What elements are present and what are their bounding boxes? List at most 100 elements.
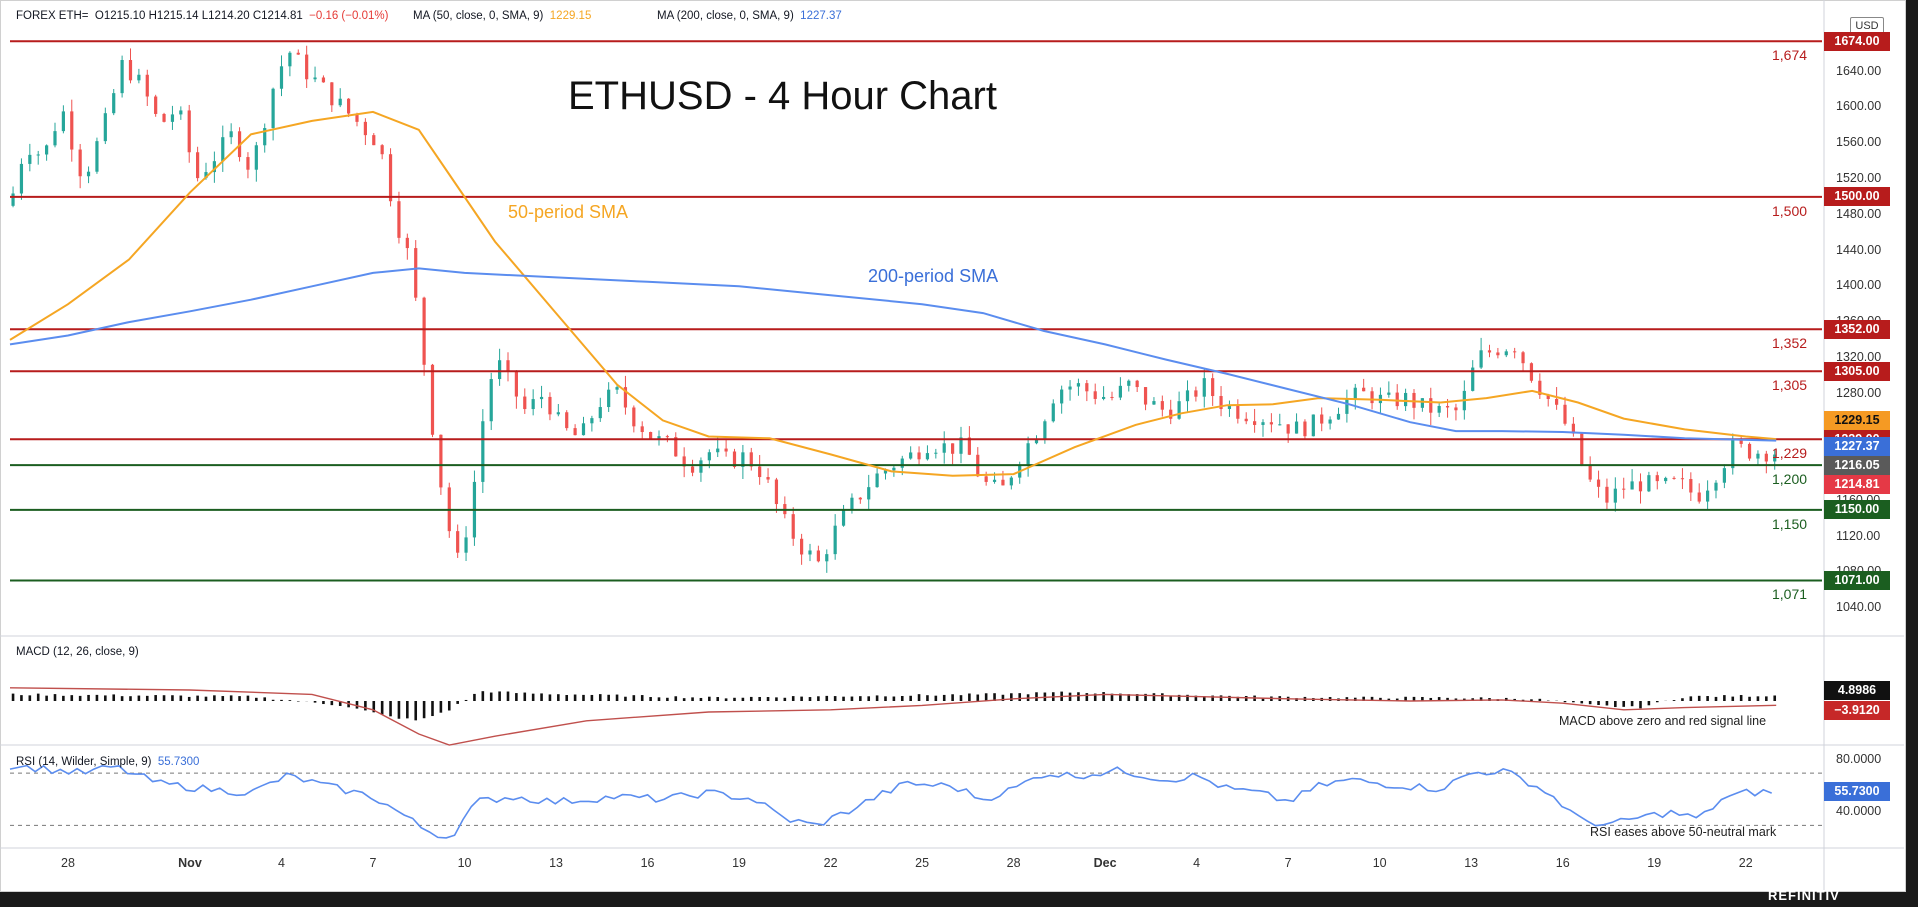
macd-bar [246, 695, 250, 701]
level-tag-1352: 1352.00 [1824, 319, 1890, 339]
price-tag-1229.15: 1229.15 [1824, 410, 1890, 430]
macd-bar [1169, 695, 1173, 701]
level-label-1674: 1,674 [1772, 47, 1808, 64]
macd-bar [758, 696, 761, 701]
candle-body [1320, 414, 1324, 424]
candle-body [1068, 386, 1072, 390]
symbol: FOREX ETH= [16, 10, 89, 22]
macd-bar [1035, 692, 1038, 701]
macd-bar [624, 696, 627, 701]
candle-body [791, 514, 795, 539]
macd-bar [808, 697, 812, 701]
candle-body [506, 360, 510, 371]
candle-body [1731, 440, 1735, 469]
candle-body [766, 477, 770, 480]
macd-bar [1219, 695, 1223, 701]
candle-body [816, 550, 820, 562]
ma200-legend[interactable]: MA (200, close, 0, SMA, 9) 1227.37 [657, 10, 842, 22]
macd-bar [431, 701, 434, 717]
macd-bar [1429, 697, 1433, 701]
candle-body [984, 476, 988, 482]
candle-body [61, 111, 65, 132]
ma50-legend[interactable]: MA (50, close, 0, SMA, 9) 1229.15 [413, 10, 591, 22]
macd-bar [825, 695, 829, 701]
candle-body [1009, 477, 1013, 486]
macd-bar [389, 701, 392, 717]
x-tick-label: 16 [640, 856, 655, 870]
candle-body [1336, 413, 1341, 420]
candle-body [1437, 405, 1441, 413]
candle-body [1706, 490, 1710, 502]
candle-body [162, 113, 166, 122]
macd-bar [1135, 694, 1139, 701]
chart-canvas[interactable] [0, 0, 1904, 890]
ma200-value: 1227.37 [800, 10, 842, 22]
macd-bar [53, 694, 57, 701]
candle-body [456, 531, 460, 553]
rsi-label: RSI (14, Wilder, Simple, 9) [16, 756, 152, 768]
candle-body [414, 248, 418, 298]
candle-body [1202, 378, 1206, 397]
sma50-annotation: 50-period SMA [508, 202, 629, 222]
macd-bar [716, 697, 720, 701]
macd-bar [338, 701, 342, 706]
candle-body [246, 157, 250, 170]
candle-body [196, 152, 200, 179]
candle-body [86, 171, 91, 177]
candle-body [707, 452, 711, 461]
macd-bar [406, 701, 409, 719]
macd-bar [1421, 696, 1424, 701]
macd-header[interactable]: MACD (12, 26, close, 9) [16, 646, 139, 658]
macd-bar [204, 696, 208, 701]
candle-body [1747, 443, 1752, 459]
candle-body [883, 470, 888, 474]
candle-body [1311, 414, 1315, 437]
macd-bar [187, 696, 191, 701]
candle-body [556, 412, 560, 415]
macd-bar [1186, 694, 1189, 701]
macd-bar [1404, 696, 1407, 701]
candle-body [1429, 398, 1433, 413]
candle-body [774, 479, 779, 505]
chart-header: FOREX ETH= O1215.10 H1215.14 L1214.20 C1… [16, 10, 388, 22]
candle-body [355, 113, 359, 122]
candle-body [397, 201, 401, 238]
candle-body [1504, 351, 1508, 356]
candle-body [548, 396, 552, 415]
macd-bar [255, 697, 258, 701]
candle-body [951, 443, 955, 454]
candle-body [1697, 492, 1701, 502]
x-tick-label: 19 [1647, 856, 1662, 870]
candle-body [1370, 391, 1374, 404]
macd-bar [565, 695, 569, 701]
candle-body [481, 421, 485, 482]
y-tick-label: 1320.00 [1836, 349, 1882, 364]
macd-bar [666, 697, 669, 701]
macd-bar [917, 694, 921, 701]
candle-body [690, 466, 695, 473]
macd-bar [196, 695, 199, 701]
candle-body [19, 163, 24, 194]
rsi-line [9, 764, 1772, 839]
candle-body [464, 537, 468, 553]
macd-bar [1689, 696, 1693, 701]
candle-body [1471, 367, 1475, 391]
macd-bar [481, 691, 485, 701]
macd-bar [162, 695, 166, 701]
macd-bar [859, 696, 862, 701]
candle-body [917, 452, 921, 460]
macd-bar [749, 696, 753, 701]
candle-body [573, 428, 577, 436]
y-tick-label: 1280.00 [1836, 385, 1882, 400]
candle-body [1647, 475, 1651, 492]
macd-bar [833, 696, 837, 701]
macd-bar [934, 695, 938, 701]
rsi-header[interactable]: RSI (14, Wilder, Simple, 9) 55.7300 [16, 756, 199, 768]
macd-bar [221, 696, 225, 701]
candle-body [204, 172, 208, 179]
macd-bar [657, 697, 661, 701]
y-tick-label: 1640.00 [1836, 63, 1882, 78]
candle-body [808, 550, 812, 555]
level-tag-1500: 1500.00 [1824, 187, 1890, 207]
candle-body [78, 149, 82, 177]
